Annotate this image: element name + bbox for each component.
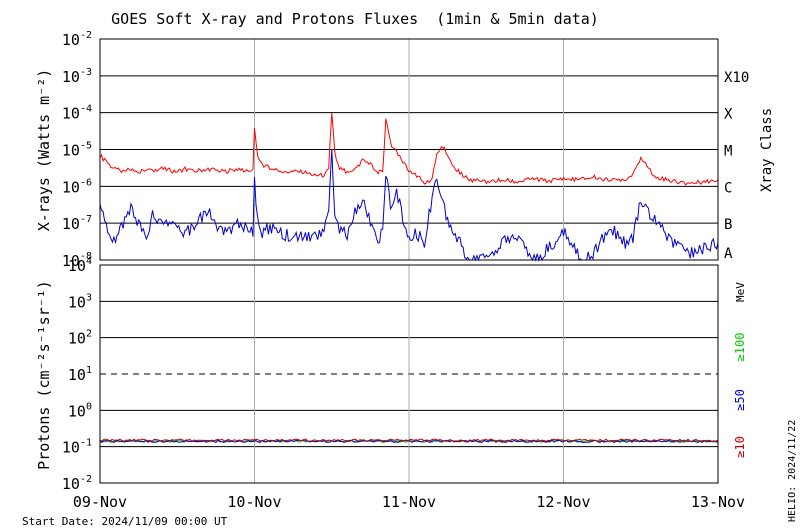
xray-y-tick-label: 10-3	[62, 67, 92, 86]
proton-y-tick-label: 102	[68, 329, 92, 348]
xray-class-label: A	[724, 246, 733, 262]
xray-panel: 10-2 10-3 10-4 10-5 10-6 10-7 10-8 X10 X M C BA X-…	[35, 30, 775, 270]
xray-y-tick-label: 10-7	[62, 214, 92, 233]
xray-class-axis-title: Xray Class	[759, 108, 775, 192]
source-date-label: HELIO: 2024/11/22	[787, 420, 798, 522]
proton-y-axis-label: Protons (cm⁻²s⁻¹sr⁻¹)	[35, 280, 53, 470]
xray-class-label: M	[724, 144, 732, 160]
proton-series-line	[99, 438, 719, 443]
xray-y-tick-label: 10-6	[62, 177, 92, 196]
proton-energy-legend: ≥100 ≥50 ≥10	[733, 333, 747, 458]
x-tick-label: 12-Nov	[536, 493, 590, 511]
xray-plot-frame	[99, 38, 719, 261]
xray-class-labels: X10 X M C BA	[724, 70, 749, 262]
xray-y-tick-label: 10-2	[62, 30, 92, 49]
xray-class-label: B	[724, 217, 732, 233]
xray-y-tick-labels: 10-2 10-3 10-4 10-5 10-6 10-7 10-8	[62, 30, 92, 270]
x-tick-label: 10-Nov	[227, 493, 281, 511]
proton-y-tick-label: 103	[68, 292, 92, 311]
xray-class-label: X	[724, 107, 733, 123]
x-tick-label: 13-Nov	[691, 493, 745, 511]
xray-class-label: C	[724, 180, 732, 196]
proton-y-tick-label: 10-1	[62, 438, 92, 457]
x-tick-label: 09-Nov	[73, 493, 127, 511]
x-tick-label: 11-Nov	[382, 493, 436, 511]
proton-legend-entry: ≥100	[733, 333, 747, 362]
start-date-label: Start Date: 2024/11/09 00:00 UT	[22, 515, 228, 528]
xray-gridlines	[100, 39, 718, 260]
xray-series	[99, 112, 719, 262]
proton-y-tick-labels: 104 103 102 101 100 10-1 10-2	[62, 256, 92, 493]
chart-title: GOES Soft X-ray and Protons Fluxes (1min…	[111, 10, 599, 28]
xray-short-channel-line	[99, 149, 719, 262]
xray-y-tick-label: 10-8	[62, 251, 92, 270]
proton-unit-label: MeV	[734, 282, 747, 302]
proton-y-tick-label: 10-2	[62, 474, 92, 493]
xray-y-tick-label: 10-5	[62, 141, 92, 160]
proton-legend-entry: ≥10	[733, 436, 747, 458]
proton-series	[99, 438, 719, 444]
xray-class-label: X10	[724, 70, 749, 86]
proton-y-tick-label: 101	[68, 365, 92, 384]
xray-long-channel-line	[99, 112, 719, 186]
proton-legend-entry: ≥50	[733, 389, 747, 411]
proton-gridlines	[100, 265, 718, 483]
proton-y-tick-label: 100	[68, 401, 92, 420]
proton-plot-frame	[99, 264, 719, 484]
xray-y-tick-label: 10-4	[62, 104, 92, 123]
xray-y-axis-label: X-rays (Watts m⁻²)	[35, 69, 53, 232]
proton-y-tick-label: 104	[68, 256, 92, 275]
x-tick-labels: 09-Nov 10-Nov 11-Nov 12-Nov 13-Nov	[73, 493, 745, 511]
proton-panel: 104 103 102 101 100 10-1 10-2 Protons (cm⁻²s⁻¹…	[35, 256, 747, 493]
